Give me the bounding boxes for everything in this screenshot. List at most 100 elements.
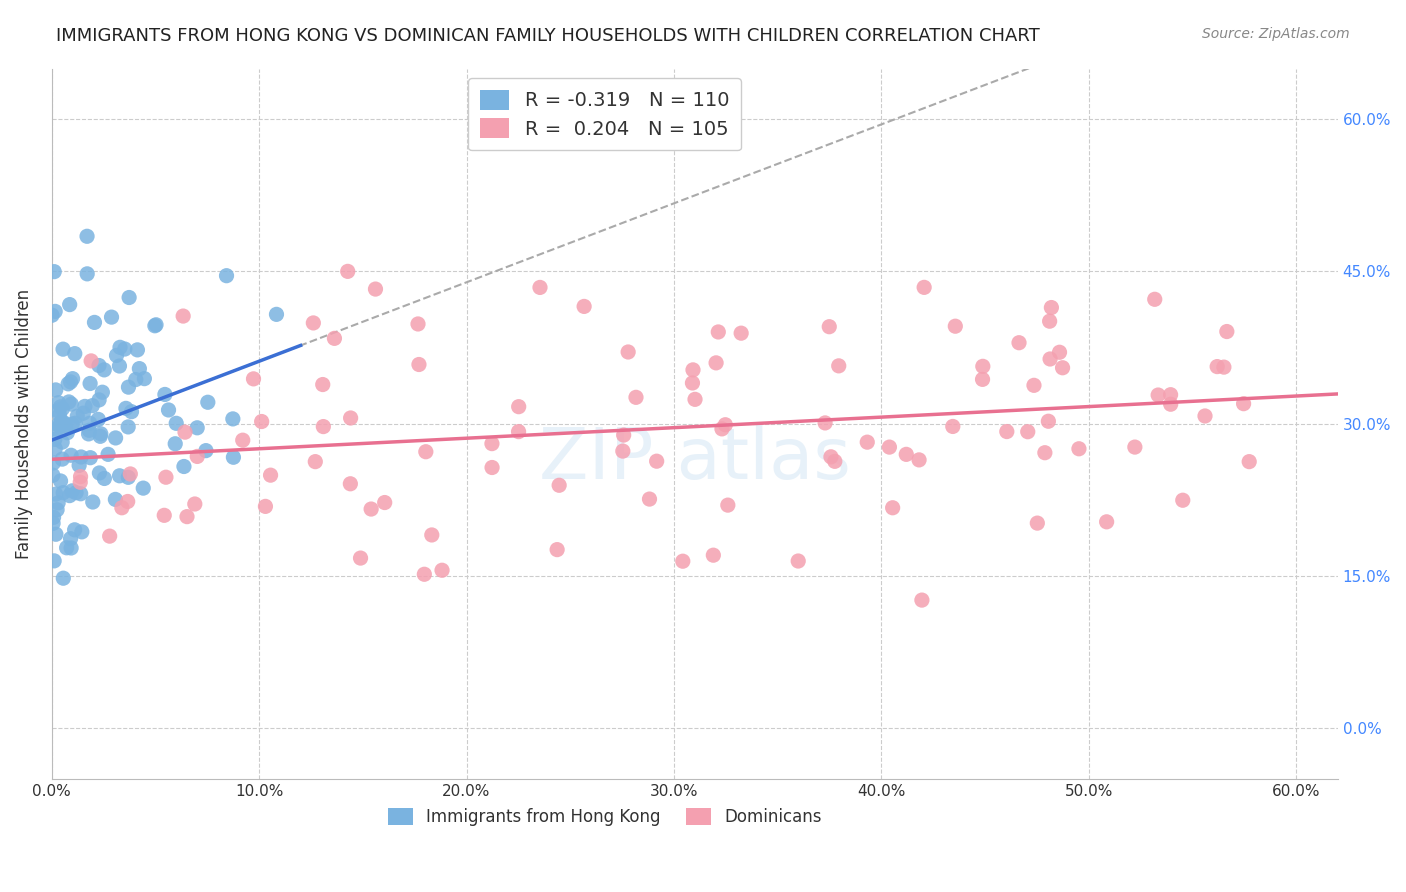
Point: [51, 414, 73, 428]
Point: [49, 400, 72, 414]
Point: [911, 593, 934, 607]
Point: [222, 450, 245, 465]
Point: [69, 469, 91, 483]
Point: [508, 425, 530, 439]
Point: [59, 297, 82, 311]
Point: [46, 502, 69, 516]
Point: [546, 542, 568, 557]
Point: [707, 325, 730, 339]
Point: [87, 359, 110, 373]
Point: [787, 554, 810, 568]
Point: [908, 453, 931, 467]
Point: [117, 494, 139, 508]
Point: [942, 419, 965, 434]
Point: [91, 385, 114, 400]
Point: [349, 551, 371, 566]
Point: [117, 420, 139, 434]
Point: [89, 429, 111, 443]
Point: [121, 405, 143, 419]
Point: [42, 510, 65, 524]
Point: [173, 459, 195, 474]
Point: [105, 348, 128, 362]
Point: [339, 476, 361, 491]
Point: [65, 416, 87, 430]
Point: [97, 447, 120, 461]
Point: [1022, 378, 1045, 392]
Point: [87, 392, 110, 407]
Point: [45, 422, 67, 436]
Point: [165, 417, 187, 431]
Point: [48, 419, 70, 434]
Point: [93, 471, 115, 485]
Point: [79, 416, 101, 430]
Point: [127, 343, 149, 357]
Point: [572, 300, 595, 314]
Point: [48, 395, 70, 409]
Point: [1033, 446, 1056, 460]
Point: [336, 264, 359, 278]
Point: [82, 399, 104, 413]
Point: [242, 372, 264, 386]
Point: [1237, 455, 1260, 469]
Point: [165, 436, 187, 450]
Point: [364, 282, 387, 296]
Point: [73, 400, 96, 414]
Point: [638, 491, 661, 506]
Point: [114, 342, 136, 356]
Point: [617, 345, 640, 359]
Point: [46, 403, 69, 417]
Point: [76, 267, 98, 281]
Point: [52, 342, 75, 356]
Point: [259, 468, 281, 483]
Point: [52, 571, 75, 585]
Point: [186, 421, 208, 435]
Point: [312, 419, 335, 434]
Point: [1008, 335, 1031, 350]
Point: [60, 541, 83, 555]
Point: [814, 416, 837, 430]
Point: [44, 433, 66, 447]
Point: [52, 485, 75, 500]
Point: [63, 523, 86, 537]
Point: [66, 409, 89, 424]
Point: [184, 497, 207, 511]
Point: [1212, 360, 1234, 375]
Point: [53, 418, 76, 433]
Point: [60, 448, 83, 462]
Point: [44, 442, 66, 456]
Point: [132, 481, 155, 495]
Point: [1160, 387, 1182, 401]
Point: [824, 454, 846, 468]
Point: [1039, 314, 1062, 328]
Point: [714, 417, 737, 432]
Point: [683, 392, 706, 407]
Point: [108, 340, 131, 354]
Point: [481, 436, 503, 450]
Point: [360, 502, 382, 516]
Point: [717, 498, 740, 512]
Point: [172, 309, 194, 323]
Point: [1039, 351, 1062, 366]
Point: [153, 508, 176, 523]
Point: [1160, 397, 1182, 411]
Point: [63, 346, 86, 360]
Point: [100, 310, 122, 325]
Point: [339, 411, 361, 425]
Point: [818, 319, 841, 334]
Point: [1123, 440, 1146, 454]
Point: [1143, 293, 1166, 307]
Point: [312, 377, 335, 392]
Point: [548, 478, 571, 492]
Point: [117, 470, 139, 484]
Point: [194, 443, 217, 458]
Point: [943, 319, 966, 334]
Point: [62, 372, 84, 386]
Point: [304, 455, 326, 469]
Point: [1171, 493, 1194, 508]
Point: [77, 423, 100, 437]
Point: [972, 372, 994, 386]
Point: [1026, 516, 1049, 530]
Point: [69, 475, 91, 490]
Point: [80, 354, 103, 368]
Point: [408, 358, 430, 372]
